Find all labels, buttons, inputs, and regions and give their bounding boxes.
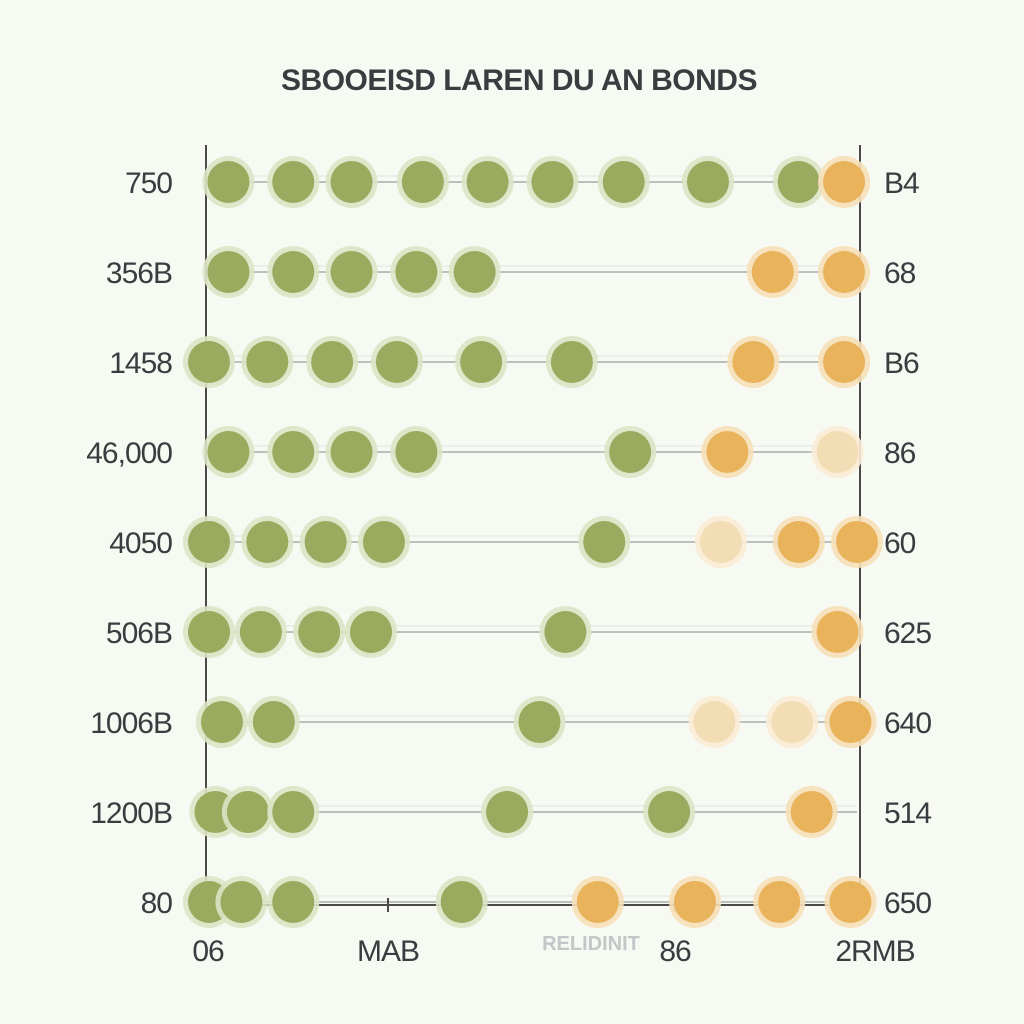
data-point xyxy=(272,431,315,473)
data-point xyxy=(816,611,859,653)
data-point xyxy=(272,161,315,203)
data-point xyxy=(777,161,820,203)
data-point xyxy=(686,161,729,203)
x-tick-labels: 06 MAB 86 2RMB RELIDINIT xyxy=(192,898,916,968)
data-point xyxy=(350,611,392,653)
data-point xyxy=(395,251,438,293)
right-tick-label: 68 xyxy=(884,257,916,290)
right-tick-label: B6 xyxy=(884,347,919,380)
left-tick-label: 506B xyxy=(106,617,172,650)
data-point xyxy=(239,611,282,653)
data-point xyxy=(252,701,295,743)
data-point xyxy=(330,161,373,203)
right-tick-label: 60 xyxy=(884,527,916,560)
data-point xyxy=(576,881,619,923)
right-tick-labels: B4 68 B6 86 60 625 640 514 650 xyxy=(884,167,932,920)
data-point xyxy=(609,431,652,473)
data-point xyxy=(226,791,269,833)
left-tick-label: 1458 xyxy=(109,347,172,380)
data-point xyxy=(706,431,749,473)
data-point xyxy=(272,251,315,293)
x-tick-label: MAB xyxy=(357,935,419,968)
data-point xyxy=(732,341,775,383)
data-point xyxy=(836,521,878,563)
data-point xyxy=(699,521,742,563)
right-tick-label: B4 xyxy=(884,167,919,200)
data-point xyxy=(486,791,529,833)
data-point xyxy=(816,431,859,473)
x-tick-label: 86 xyxy=(659,935,691,968)
data-point xyxy=(544,611,587,653)
data-point xyxy=(272,881,315,923)
data-point xyxy=(602,161,645,203)
data-point xyxy=(758,881,801,923)
data-point xyxy=(188,611,230,653)
data-point xyxy=(246,341,289,383)
right-tick-label: 625 xyxy=(884,617,931,650)
data-point xyxy=(207,251,250,293)
left-tick-label: 80 xyxy=(141,887,173,920)
right-tick-label: 514 xyxy=(884,797,931,830)
right-tick-label: 86 xyxy=(884,437,916,470)
data-point xyxy=(207,431,250,473)
data-point xyxy=(440,881,483,923)
data-point xyxy=(362,521,405,563)
data-point xyxy=(220,881,263,923)
left-tick-label: 4050 xyxy=(109,527,172,560)
data-point xyxy=(693,701,736,743)
data-point xyxy=(453,251,496,293)
data-point xyxy=(330,251,373,293)
data-point xyxy=(777,521,820,563)
data-point xyxy=(823,251,866,293)
data-point xyxy=(298,611,341,653)
data-point xyxy=(401,161,444,203)
right-tick-label: 650 xyxy=(884,887,931,920)
left-tick-label: 750 xyxy=(125,167,172,200)
left-tick-label: 356B xyxy=(106,257,172,290)
left-tick-labels: 750 356B 1458 46,000 4050 506B 1006B 1200B 80 xyxy=(86,167,173,920)
data-point xyxy=(375,341,418,383)
data-point xyxy=(272,791,315,833)
data-point xyxy=(330,431,373,473)
data-point xyxy=(674,881,716,923)
left-tick-label: 1200B xyxy=(90,797,172,830)
x-tick-label: 06 xyxy=(192,935,224,968)
data-point xyxy=(311,341,354,383)
data-point xyxy=(246,521,289,563)
data-point xyxy=(518,701,561,743)
data-point xyxy=(790,791,833,833)
data-point xyxy=(531,161,574,203)
data-point xyxy=(829,701,872,743)
data-point xyxy=(188,521,230,563)
x-sub-label: RELIDINIT xyxy=(542,933,640,955)
data-point xyxy=(207,161,250,203)
left-tick-label: 46,000 xyxy=(86,437,172,470)
data-point xyxy=(395,431,438,473)
data-point xyxy=(648,791,691,833)
right-tick-label: 640 xyxy=(884,707,931,740)
data-point xyxy=(771,701,814,743)
data-point xyxy=(304,521,347,563)
data-point xyxy=(751,251,794,293)
data-point xyxy=(460,341,503,383)
data-point xyxy=(188,341,230,383)
data-point xyxy=(823,341,866,383)
data-point xyxy=(829,881,872,923)
data-point xyxy=(466,161,509,203)
data-point xyxy=(550,341,593,383)
chart-title: SBOOEISD LAREN DU AN BONDS xyxy=(281,64,757,97)
data-points xyxy=(183,156,883,928)
left-tick-label: 1006B xyxy=(90,707,172,740)
data-point xyxy=(823,161,866,203)
data-point xyxy=(583,521,626,563)
x-tick-label: 2RMB xyxy=(835,935,914,968)
data-point xyxy=(200,701,243,743)
